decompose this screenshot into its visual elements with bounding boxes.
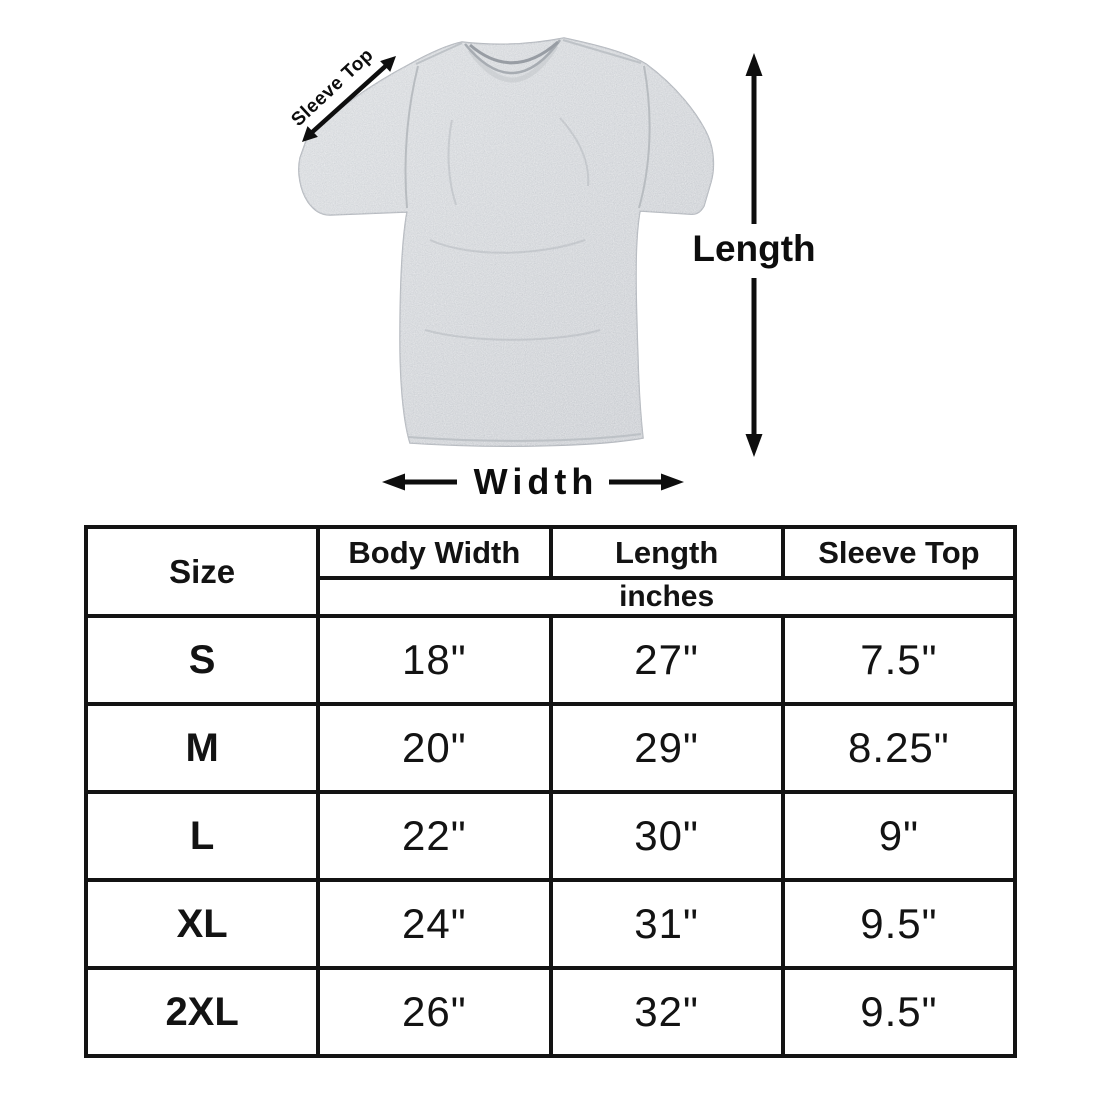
tshirt-measurement-diagram [298,37,763,491]
sleeve-top-cell: 8.25" [780,702,1018,794]
sleeve-top-cell: 9.5" [780,878,1018,970]
left-armhole-seam [404,65,419,209]
left-shoulder-seam [415,42,463,65]
table-row-l: L 22" 30" 9" [83,790,1018,882]
table-row-m: M 20" 29" 8.25" [83,702,1018,794]
length-arrow [745,53,763,457]
length-arrowhead-down [745,434,763,457]
collar-shadow [467,44,559,83]
length-cell: 31" [548,878,785,970]
right-shoulder-seam [562,39,642,64]
sleeve-top-cell: 7.5" [780,614,1018,706]
size-cell: L [83,790,321,882]
size-table: Size Body Width Length Sleeve Top inches… [83,525,1018,1058]
sleeve-top-cell: 9.5" [780,966,1018,1058]
bottom-hem-seam [407,433,642,442]
length-cell: 32" [548,966,785,1058]
collar-opening [469,40,559,65]
width-arrowhead-left [382,473,405,491]
size-cell: M [83,702,321,794]
sleeve-top-arrowhead-lower [302,126,318,142]
tshirt-heather-dark-texture [298,38,714,447]
table-row-2xl: 2XL 26" 32" 9.5" [83,966,1018,1058]
table-header-row: Size Body Width Length Sleeve Top [83,525,1018,618]
size-cell: XL [83,878,321,970]
width-arrowhead-right [661,473,684,491]
right-armhole-seam [638,65,651,209]
sleeve-top-arrow [302,56,396,142]
table-unit-row: inches [86,576,1017,618]
length-label: Length [692,228,816,269]
body-width-cell: 20" [316,702,553,794]
width-label: Width [473,461,599,502]
length-column-header: Length [548,525,785,580]
sleeve-top-arrowhead-upper [380,56,396,72]
fabric-wrinkles [424,117,601,341]
unit-header: inches [316,576,1017,618]
body-width-cell: 26" [316,966,553,1058]
size-cell: S [83,614,321,706]
body-width-cell: 22" [316,790,553,882]
sleeve-top-cell: 9" [780,790,1018,882]
table-row-xl: XL 24" 31" 9.5" [83,878,1018,970]
size-cell: 2XL [83,966,321,1058]
size-column-header: Size [83,525,321,618]
body-width-cell: 24" [316,878,553,970]
length-cell: 29" [548,702,785,794]
length-arrowhead-up [745,53,763,76]
body-width-column-header: Body Width [316,525,553,580]
tshirt-image [298,37,715,447]
width-arrows [382,473,684,491]
length-cell: 27" [548,614,785,706]
length-cell: 30" [548,790,785,882]
collar-band-seam [464,39,562,75]
body-width-cell: 18" [316,614,553,706]
table-row-s: S 18" 27" 7.5" [83,614,1018,706]
sleeve-top-column-header: Sleeve Top [780,525,1018,580]
